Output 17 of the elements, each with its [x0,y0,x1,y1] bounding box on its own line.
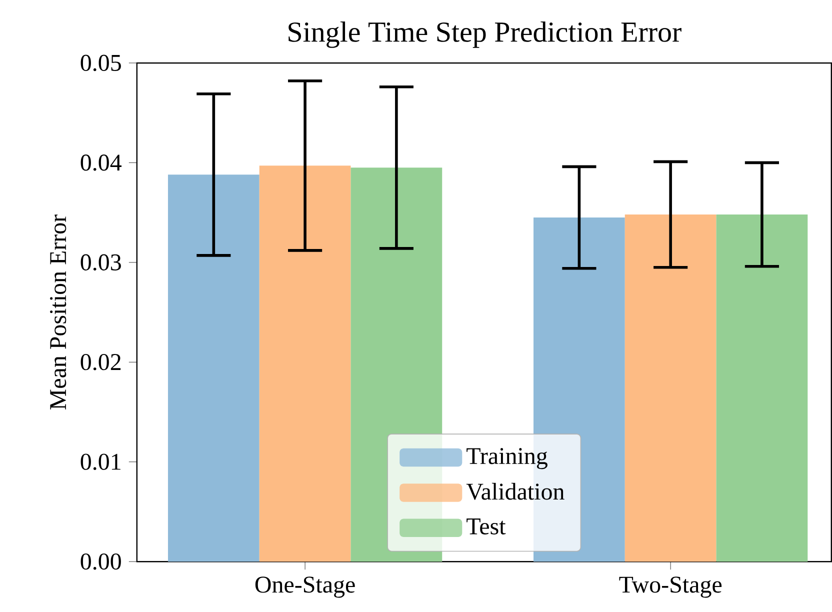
y-tick-label: 0.03 [80,254,121,271]
bar [168,174,260,562]
x-tick-label: One-Stage [255,576,355,598]
bar [624,214,716,562]
legend-label: Validation [466,483,564,500]
legend-label: Training [466,448,548,470]
chart-title: Single Time Step Prediction Error [288,22,682,48]
bar [716,214,808,562]
y-axis-title: Mean Position Error [50,214,66,410]
y-tick-label: 0.01 [80,454,120,470]
y-tick-label: 0.04 [80,154,122,172]
x-tick-label: Two-Stage [619,576,722,598]
y-tick-label: 0.05 [80,55,121,72]
legend-label: Test [466,518,506,535]
bar [259,166,351,562]
y-tick-label: 0.02 [80,354,121,371]
y-tick-label: 0.00 [80,554,121,570]
